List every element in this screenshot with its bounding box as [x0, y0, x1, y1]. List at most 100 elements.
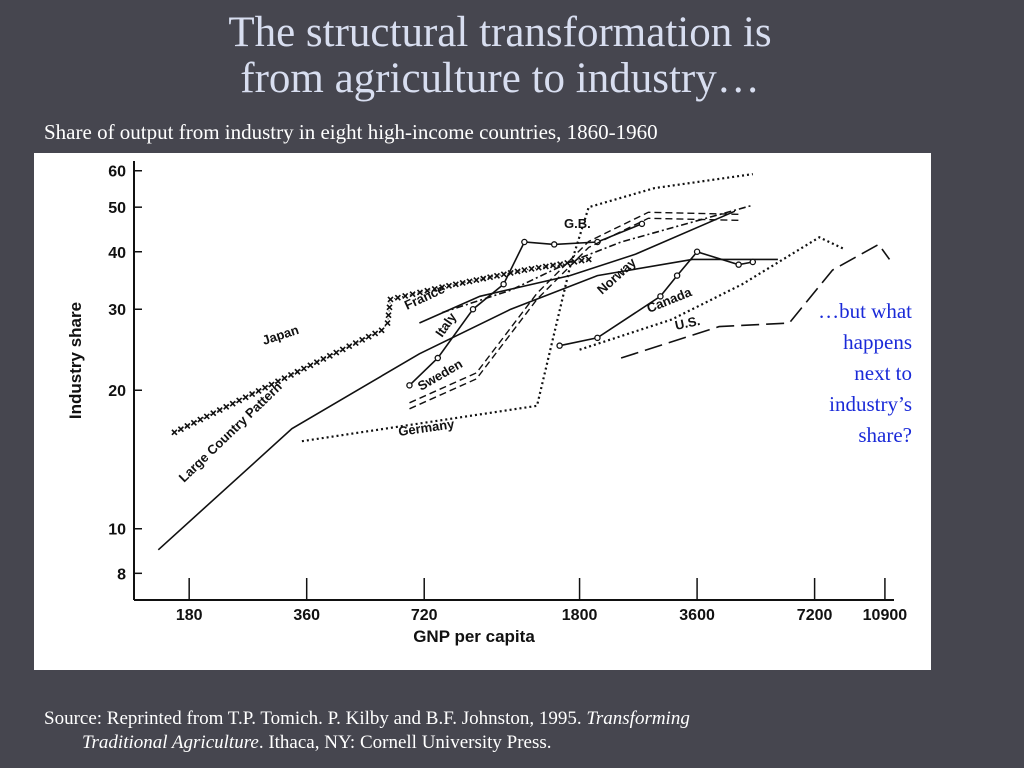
slide-title: The structural transformation is from ag…	[0, 10, 1000, 102]
data-marker	[184, 422, 191, 430]
x-tick-label: 180	[176, 607, 203, 624]
series-label: U.S.	[674, 313, 702, 333]
data-marker	[431, 285, 438, 293]
data-marker	[386, 304, 393, 311]
source-prefix: Source: Reprinted from T.P. Tomich. P. K…	[44, 708, 587, 729]
data-marker	[171, 429, 178, 436]
source-suffix: . Ithaca, NY: Cornell University Press.	[258, 732, 552, 753]
data-marker	[549, 262, 557, 269]
series-line	[408, 223, 643, 386]
data-marker	[378, 327, 385, 334]
data-marker	[359, 336, 366, 343]
data-marker	[459, 279, 466, 286]
series-canada	[579, 236, 846, 351]
data-marker	[261, 384, 269, 391]
data-marker	[409, 291, 416, 298]
source-book-title-part1: Transforming	[586, 708, 690, 729]
data-marker	[313, 359, 320, 366]
data-marker	[203, 413, 210, 420]
data-marker	[521, 266, 528, 274]
series-line	[409, 217, 743, 410]
data-marker	[339, 346, 346, 353]
data-marker	[249, 391, 256, 398]
series-u-s	[620, 243, 891, 359]
y-tick-label: 30	[108, 302, 126, 319]
callout-question: …but what happens next to industry’s sha…	[760, 296, 912, 451]
x-tick-label: 1800	[562, 607, 598, 624]
data-marker	[394, 294, 401, 301]
callout-line: industry’s	[829, 392, 912, 416]
data-marker	[500, 271, 507, 278]
data-marker	[300, 365, 307, 372]
data-marker	[255, 387, 262, 394]
series-line	[620, 243, 891, 359]
series-sweden	[409, 211, 743, 410]
data-marker	[585, 256, 592, 263]
y-tick-label: 10	[108, 522, 126, 539]
data-point	[673, 272, 681, 279]
x-tick-label: 3600	[679, 607, 715, 624]
series-germany	[301, 173, 753, 443]
data-marker	[384, 319, 391, 327]
source-citation: Source: Reprinted from T.P. Tomich. P. K…	[44, 707, 1004, 755]
callout-line: share?	[858, 423, 912, 447]
data-marker	[480, 275, 487, 282]
data-point	[406, 382, 413, 389]
series-label: Japan	[260, 322, 300, 348]
series-line	[579, 236, 846, 351]
data-marker	[387, 296, 394, 303]
data-point	[735, 261, 742, 268]
data-marker	[402, 292, 409, 300]
x-tick-label: 720	[411, 607, 438, 624]
data-marker	[473, 276, 480, 284]
x-tick-label: 7200	[797, 607, 833, 624]
series-label: Canada	[645, 284, 695, 316]
series-japan	[171, 256, 592, 436]
y-tick-label: 8	[117, 566, 126, 583]
data-marker	[307, 362, 314, 369]
data-marker	[320, 355, 327, 363]
data-marker	[557, 261, 564, 268]
data-point	[693, 248, 701, 256]
data-marker	[274, 378, 282, 385]
data-marker	[514, 268, 521, 275]
series-line	[301, 173, 753, 443]
callout-line: happens	[843, 330, 912, 354]
data-marker	[216, 406, 223, 414]
data-marker	[487, 274, 494, 281]
data-point	[749, 258, 757, 266]
data-marker	[326, 352, 333, 359]
y-tick-label: 60	[108, 164, 126, 181]
data-marker	[236, 397, 243, 404]
data-point	[556, 342, 563, 349]
title-line-2: from agriculture to industry…	[240, 55, 760, 102]
data-marker	[210, 410, 217, 417]
x-tick-label: 360	[293, 607, 320, 624]
series-label: Germany	[397, 416, 456, 439]
data-marker	[416, 289, 424, 296]
y-tick-label: 40	[108, 245, 126, 262]
data-marker	[372, 330, 379, 337]
data-marker	[242, 394, 249, 401]
data-marker	[365, 333, 372, 340]
series-italy	[406, 220, 646, 389]
data-point	[638, 220, 646, 228]
series-label: Large Country Pattern	[176, 379, 285, 485]
data-marker	[385, 312, 392, 319]
data-marker	[352, 339, 359, 347]
series-line	[409, 211, 743, 404]
data-marker	[466, 278, 473, 285]
data-marker	[268, 381, 275, 388]
x-axis-title: GNP per capita	[413, 627, 535, 646]
series-label: Italy	[432, 309, 460, 340]
source-book-title-part2: Traditional Agriculture	[82, 732, 259, 753]
data-marker	[229, 400, 236, 407]
data-marker	[281, 375, 288, 382]
series-label: France	[402, 281, 447, 313]
data-marker	[190, 419, 197, 426]
series-line	[419, 210, 736, 324]
data-marker	[197, 416, 204, 423]
callout-line: …but what	[818, 299, 912, 323]
y-tick-label: 50	[108, 200, 126, 217]
data-marker	[294, 368, 301, 375]
